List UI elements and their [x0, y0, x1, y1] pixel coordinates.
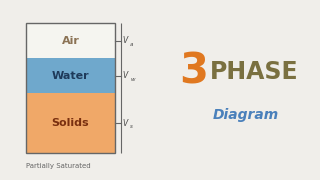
- Text: V: V: [122, 36, 127, 45]
- Text: PHASE: PHASE: [210, 60, 298, 84]
- Text: Partially Saturated: Partially Saturated: [26, 163, 90, 169]
- Text: Solids: Solids: [52, 118, 89, 128]
- Text: Air: Air: [61, 36, 79, 46]
- Text: V: V: [122, 119, 127, 128]
- Text: w: w: [130, 77, 135, 82]
- Bar: [26, 58, 115, 93]
- Text: V: V: [122, 71, 127, 80]
- Text: s: s: [130, 124, 133, 129]
- Text: Water: Water: [52, 71, 89, 81]
- Text: Diagram: Diagram: [213, 108, 279, 122]
- Text: a: a: [130, 42, 134, 47]
- Bar: [26, 23, 115, 58]
- Bar: [26, 93, 115, 153]
- Bar: [26, 23, 115, 153]
- Text: 3: 3: [179, 51, 208, 93]
